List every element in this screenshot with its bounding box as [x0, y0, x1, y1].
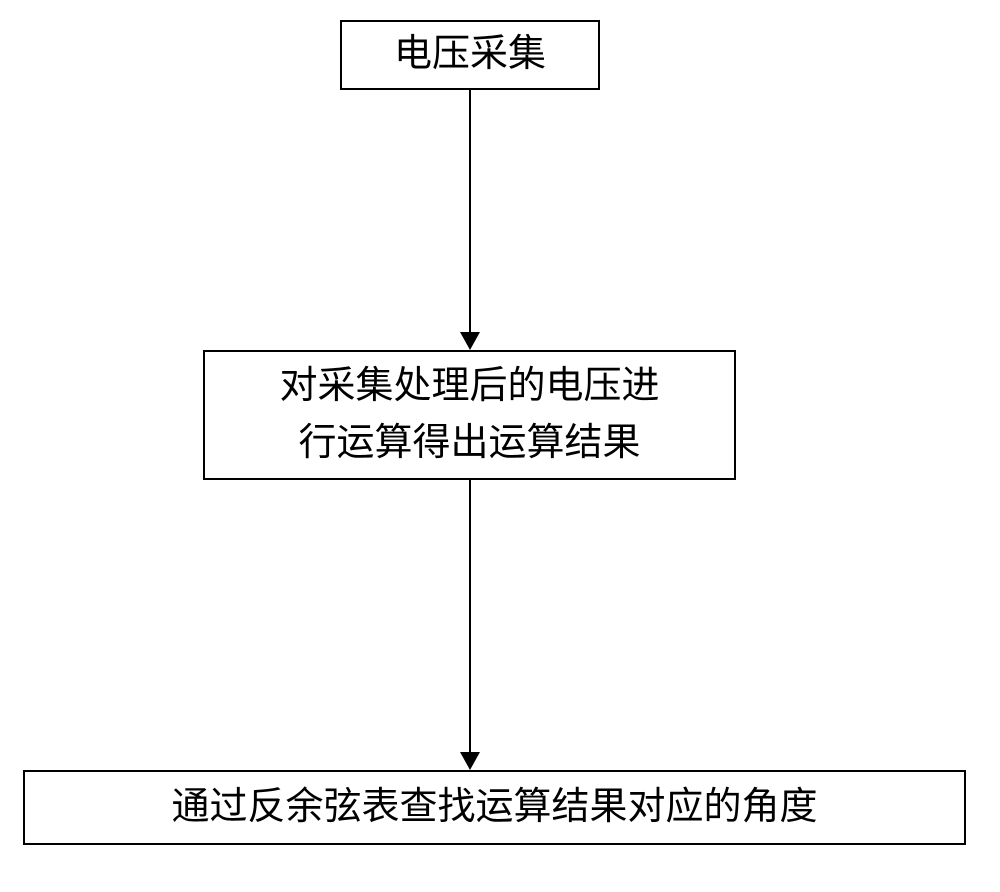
flowchart-node-2: 对采集处理后的电压进行运算得出运算结果 [203, 350, 736, 480]
flowchart-arrow-1 [460, 90, 480, 350]
arrow-head-icon [460, 332, 480, 350]
flowchart-node-3: 通过反余弦表查找运算结果对应的角度 [23, 770, 966, 845]
flowchart-arrow-2 [460, 480, 480, 770]
flowchart-container: 电压采集 对采集处理后的电压进行运算得出运算结果 通过反余弦表查找运算结果对应的… [0, 0, 1000, 892]
node-1-label: 电压采集 [394, 28, 546, 81]
node-2-label: 对采集处理后的电压进行运算得出运算结果 [279, 358, 659, 472]
arrow-head-icon [460, 752, 480, 770]
flowchart-node-1: 电压采集 [340, 20, 600, 90]
node-3-label: 通过反余弦表查找运算结果对应的角度 [171, 781, 817, 834]
arrow-line-icon [469, 90, 471, 333]
arrow-line-icon [469, 480, 471, 753]
